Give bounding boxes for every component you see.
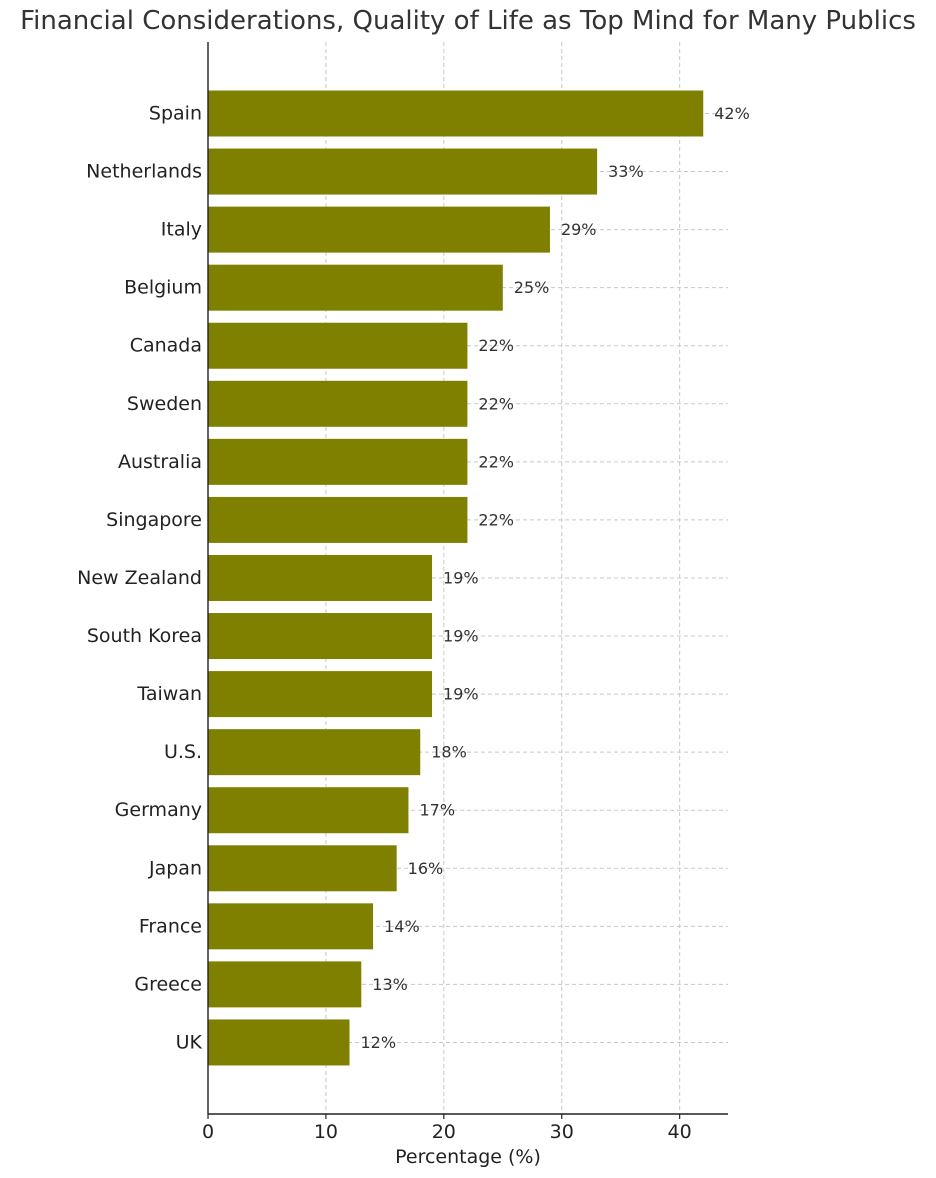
data-label: 22%: [478, 452, 514, 471]
x-tick-label: 0: [202, 1121, 214, 1143]
bar-17: [208, 1019, 350, 1066]
category-label: U.S.: [164, 741, 202, 763]
category-label: Sweden: [127, 393, 202, 415]
category-label: South Korea: [87, 625, 202, 647]
bar-2: [208, 148, 598, 195]
category-label: Canada: [130, 335, 202, 357]
data-label: 29%: [561, 220, 597, 239]
data-label: 14%: [384, 917, 420, 936]
bar-14: [208, 845, 397, 892]
category-label: Germany: [115, 799, 202, 821]
data-label: 16%: [408, 859, 444, 878]
axes: Spain Netherlands Italy Belgium Canada Sweden…: [77, 42, 728, 1168]
bar-8: [208, 496, 468, 543]
category-label: Australia: [118, 451, 202, 473]
category-label: New Zealand: [77, 567, 202, 589]
bar-16: [208, 961, 362, 1008]
bar-10: [208, 613, 433, 660]
data-label: 19%: [443, 627, 479, 646]
bar-4: [208, 264, 503, 311]
data-label: 13%: [372, 975, 408, 994]
chart-title: Financial Considerations, Quality of Lif…: [20, 6, 916, 36]
x-tick-label: 20: [432, 1121, 456, 1143]
bar-15: [208, 903, 374, 950]
bar-3: [208, 206, 550, 253]
category-label: Greece: [134, 973, 202, 995]
category-label: UK: [176, 1031, 203, 1053]
data-label: 22%: [478, 336, 514, 355]
bar-9: [208, 554, 433, 601]
category-label: Japan: [148, 857, 202, 879]
bar-1: [208, 90, 704, 137]
x-axis-title: Percentage (%): [395, 1146, 541, 1168]
x-tick-label: 10: [314, 1121, 338, 1143]
category-label: Singapore: [106, 509, 202, 531]
data-label: 25%: [514, 278, 550, 297]
data-label: 19%: [443, 568, 479, 587]
x-tick-label: 40: [668, 1121, 692, 1143]
x-tick-label: 30: [550, 1121, 574, 1143]
bars: [208, 90, 704, 1066]
data-label: 33%: [608, 162, 644, 181]
category-label: Netherlands: [86, 161, 202, 183]
bar-11: [208, 671, 433, 718]
data-label: 19%: [443, 685, 479, 704]
data-label: 22%: [478, 510, 514, 529]
bar-5: [208, 322, 468, 369]
category-label: Spain: [149, 103, 202, 125]
data-label: 17%: [419, 801, 455, 820]
category-label: Taiwan: [136, 683, 202, 705]
data-label: 42%: [714, 104, 750, 123]
category-label: France: [139, 915, 202, 937]
bar-12: [208, 729, 421, 776]
data-labels: 42% 33% 29% 25% 22% 22% 22% 22% 19% 19% 19% 18% 17% 1…: [360, 104, 749, 1052]
data-label: 12%: [360, 1033, 396, 1052]
bar-13: [208, 787, 409, 834]
category-label: Belgium: [124, 277, 202, 299]
data-label: 22%: [478, 394, 514, 413]
category-label: Italy: [161, 219, 202, 241]
bar-6: [208, 380, 468, 427]
bar-7: [208, 438, 468, 485]
data-label: 18%: [431, 743, 467, 762]
